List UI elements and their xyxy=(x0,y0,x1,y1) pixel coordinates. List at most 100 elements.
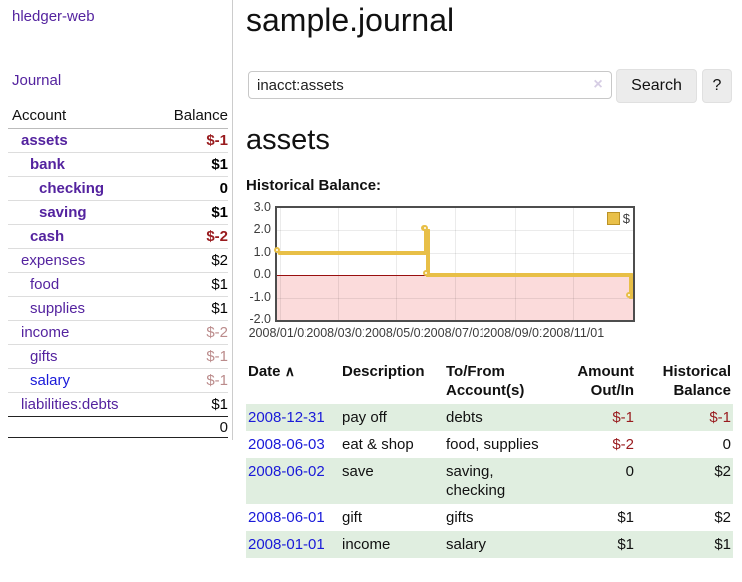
account-balance: $1 xyxy=(211,276,228,293)
account-row: checking 0 xyxy=(8,177,228,201)
clear-search-icon[interactable]: × xyxy=(593,76,603,93)
account-link[interactable]: supplies xyxy=(30,300,86,317)
search-button[interactable]: Search xyxy=(616,69,697,103)
balance-column-header: Historical Balance xyxy=(662,363,731,399)
chart-title: Historical Balance: xyxy=(246,177,382,194)
legend-swatch xyxy=(606,212,620,225)
account-row: cash $-2 xyxy=(8,225,228,249)
account-row: food $1 xyxy=(8,273,228,297)
transaction-description: pay off xyxy=(340,404,444,431)
chart-gridline-horizontal xyxy=(277,297,633,299)
transaction-accounts: salary xyxy=(444,531,548,558)
chart-x-axis-label: 2008/07/01 xyxy=(422,326,488,340)
transaction-balance: $1 xyxy=(636,531,733,558)
chart-gridline-vertical xyxy=(396,208,398,320)
journal-link[interactable]: Journal xyxy=(12,72,62,89)
chart-y-axis-label: 0.0 xyxy=(253,267,271,282)
chart-gridline-vertical xyxy=(573,208,575,320)
chart-line-segment xyxy=(426,273,633,277)
account-link[interactable]: assets xyxy=(21,132,68,149)
chart-point-marker[interactable] xyxy=(422,269,429,276)
chart-gridline-vertical xyxy=(455,208,456,320)
chart-line-segment xyxy=(629,273,633,300)
account-balance: $-1 xyxy=(206,348,228,365)
description-column-header: Description xyxy=(342,363,425,380)
account-link[interactable]: saving xyxy=(39,204,87,221)
chart-y-axis-label: -2.0 xyxy=(249,312,271,326)
chart-point-marker[interactable] xyxy=(421,224,428,231)
account-link[interactable]: expenses xyxy=(21,252,86,269)
account-link[interactable]: income xyxy=(21,324,70,341)
transaction-date-link[interactable]: 2008-06-03 xyxy=(248,436,325,453)
chart-negative-region xyxy=(277,275,633,320)
account-balance: $1 xyxy=(211,156,228,173)
transaction-date-cell: 2008-12-31 xyxy=(246,404,340,431)
account-balance: $-2 xyxy=(206,324,228,341)
sidebar-divider xyxy=(232,0,233,440)
transaction-balance: 0 xyxy=(722,436,731,453)
chart-legend: $ xyxy=(606,211,630,226)
account-column-header: Account xyxy=(12,107,67,124)
balance-column-header: Balance xyxy=(173,107,228,124)
transaction-amount: $1 xyxy=(617,509,634,526)
search-input[interactable] xyxy=(248,71,612,99)
account-heading: assets xyxy=(246,124,330,156)
account-row: supplies $1 xyxy=(8,297,228,321)
account-row: income $-2 xyxy=(8,321,228,345)
chart-point-marker[interactable] xyxy=(625,292,632,299)
account-link[interactable]: cash xyxy=(30,228,65,245)
transaction-accounts: saving, checking xyxy=(444,458,548,504)
chart-line-segment xyxy=(426,228,430,277)
transaction-row: 2008-06-01 gift gifts $1 $2 xyxy=(246,504,733,531)
chart-x-axis-label: 2008/03/01 xyxy=(305,326,370,340)
app-title-link[interactable]: hledger-web xyxy=(12,8,95,25)
account-link[interactable]: bank xyxy=(30,156,66,173)
transactions-header-row: Date ∧ Description To/From Account(s) Am… xyxy=(246,360,733,404)
transaction-date-link[interactable]: 2008-01-01 xyxy=(248,536,325,553)
account-link[interactable]: gifts xyxy=(30,348,58,365)
transaction-date-cell: 2008-06-03 xyxy=(246,431,340,458)
transactions-table: Date ∧ Description To/From Account(s) Am… xyxy=(246,360,733,558)
chart-x-axis-label: 2008/11/01 xyxy=(541,326,606,340)
transaction-date-link[interactable]: 2008-12-31 xyxy=(248,409,325,426)
accounts-table: Account Balance assets $-1 bank $1 checking 0… xyxy=(8,104,228,438)
transaction-date-cell: 2008-06-01 xyxy=(246,504,340,531)
chart-x-axis-label: 2008/09/01 xyxy=(482,326,547,340)
account-balance: 0 xyxy=(219,180,228,197)
transaction-amount: 0 xyxy=(548,458,636,504)
chart-gridline-vertical xyxy=(279,208,281,320)
account-row: bank $1 xyxy=(8,153,228,177)
transaction-balance: $2 xyxy=(714,509,731,526)
date-header-label: Date xyxy=(248,363,281,380)
account-link[interactable]: liabilities:debts xyxy=(21,396,119,413)
account-row: gifts $-1 xyxy=(8,345,228,369)
account-link[interactable]: salary xyxy=(30,372,71,389)
account-balance: $1 xyxy=(211,396,228,413)
chart-point-marker[interactable] xyxy=(274,247,281,254)
chart-y-axis-label: 2.0 xyxy=(253,222,271,237)
account-balance: $-1 xyxy=(206,372,228,389)
sort-ascending-icon: ∧ xyxy=(284,363,295,379)
chart-x-axis-label: 2008/05/01 xyxy=(364,326,429,340)
legend-label: $ xyxy=(622,211,630,226)
transaction-amount: $-2 xyxy=(612,436,634,453)
date-column-header[interactable]: Date ∧ xyxy=(246,360,340,404)
transaction-row: 2008-01-01 income salary $1 $1 xyxy=(246,531,733,558)
chart-y-axis-label: -1.0 xyxy=(249,289,271,304)
chart-gridline-horizontal xyxy=(277,252,633,254)
account-balance: $-1 xyxy=(206,132,228,149)
account-row: saving $1 xyxy=(8,201,228,225)
chart-plot-area[interactable]: $ xyxy=(274,206,635,322)
help-button[interactable]: ? xyxy=(702,69,732,103)
account-link[interactable]: checking xyxy=(39,180,105,197)
account-row: assets $-1 xyxy=(8,129,228,153)
account-link[interactable]: food xyxy=(30,276,60,293)
transaction-description: eat & shop xyxy=(342,436,414,453)
transaction-date-link[interactable]: 2008-06-02 xyxy=(248,463,325,480)
chart-y-axis-label: 3.0 xyxy=(253,200,271,214)
chart-x-axis-label: 2008/01/01 xyxy=(247,326,313,340)
transaction-date-link[interactable]: 2008-06-01 xyxy=(248,509,325,526)
balance-chart: $ 3.0 2.0 1.0 0.0 -1.0 -2.0 2008/01/01 2008/03/… xyxy=(235,200,735,346)
amount-column-header: Amount Out/In xyxy=(577,363,634,399)
